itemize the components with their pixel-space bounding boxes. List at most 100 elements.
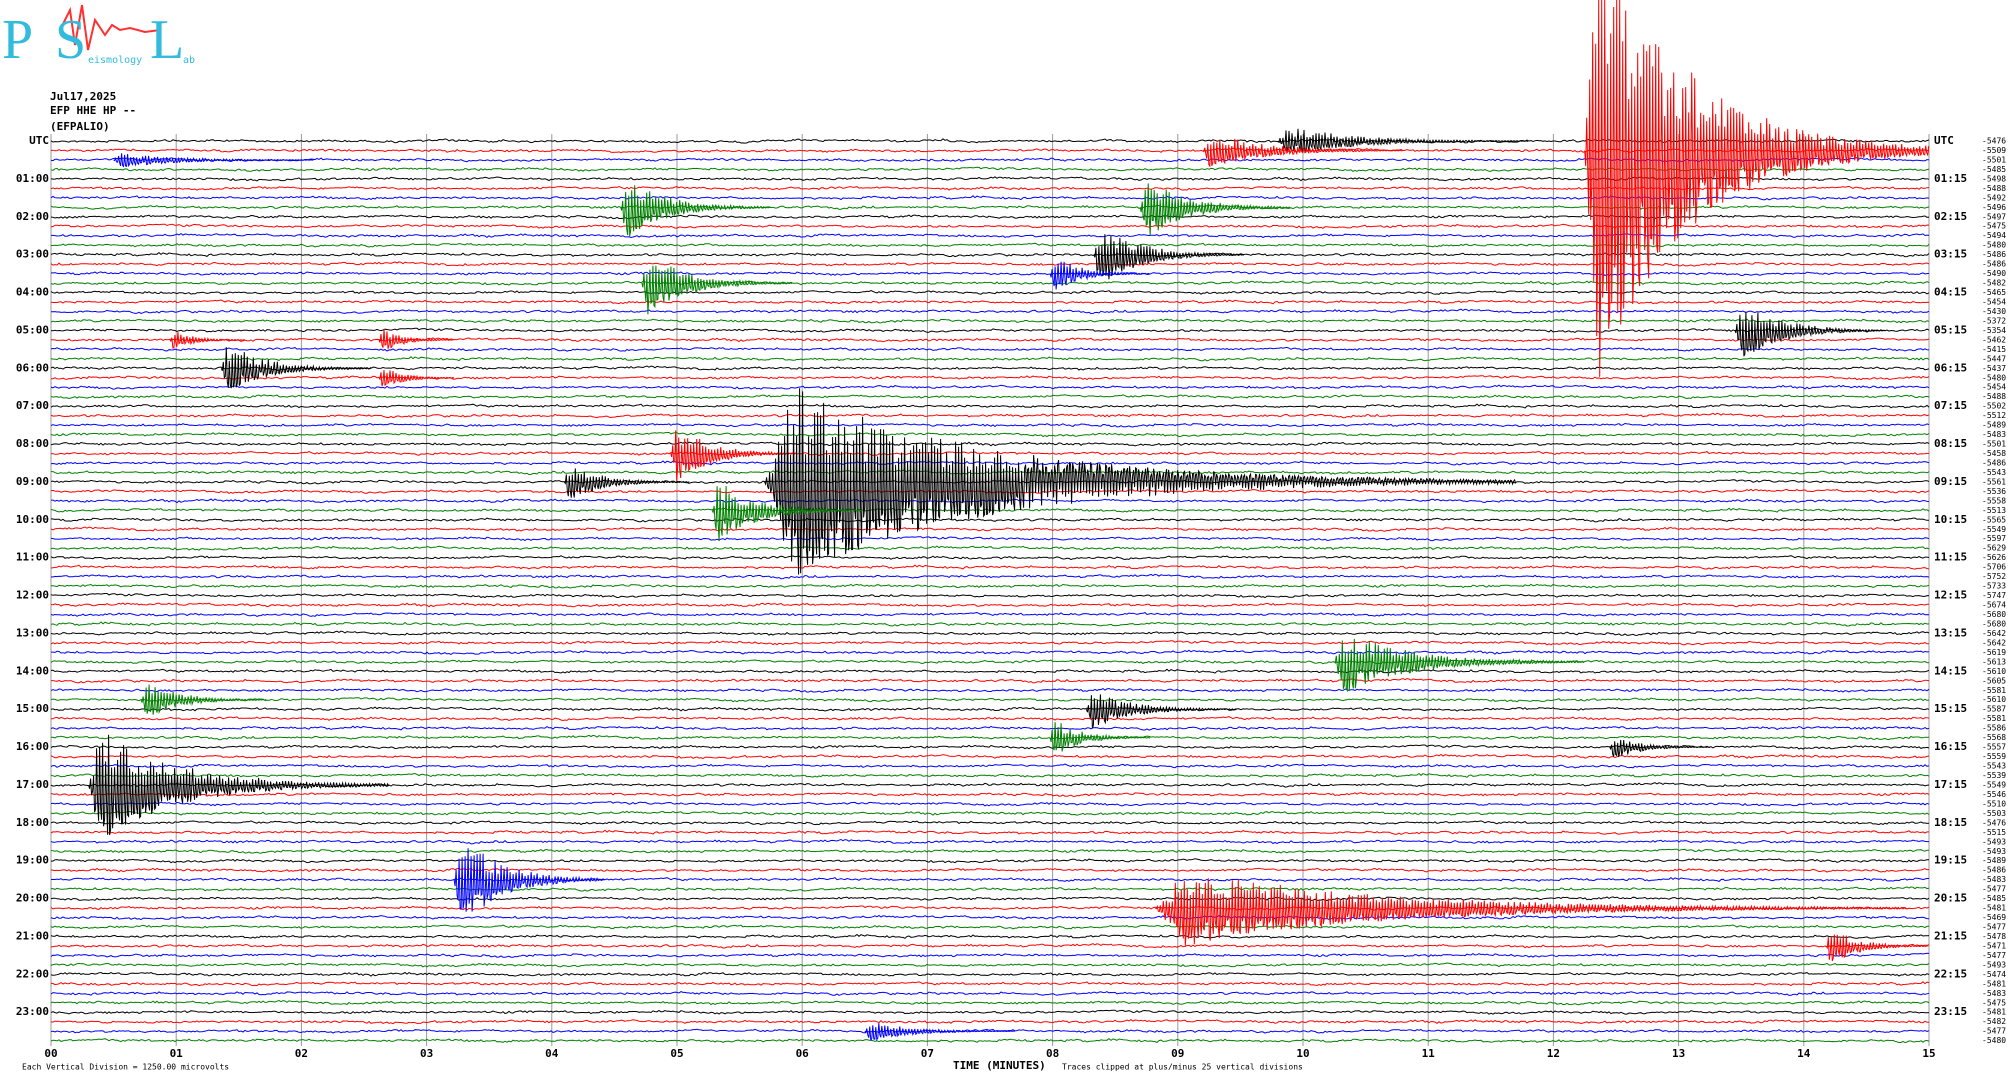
left-time-label: 07:00 xyxy=(16,399,49,412)
trace xyxy=(50,271,1930,277)
trace xyxy=(50,772,1930,778)
event-waveform xyxy=(864,1023,1015,1042)
row-value: -5549 xyxy=(1982,780,2006,789)
trace xyxy=(50,896,1930,902)
row-value: -5613 xyxy=(1982,657,2006,666)
trace xyxy=(50,432,1930,438)
right-time-label: 02:15 xyxy=(1934,210,1967,223)
row-value: -5471 xyxy=(1982,941,2006,950)
event-waveform xyxy=(113,153,314,168)
row-value: -5626 xyxy=(1982,553,2006,562)
trace xyxy=(50,991,1930,996)
row-value: -5493 xyxy=(1982,847,2006,856)
row-value: -5561 xyxy=(1982,477,2006,486)
trace xyxy=(50,526,1930,532)
row-value: -5642 xyxy=(1982,638,2006,647)
row-value: -5477 xyxy=(1982,1027,2006,1036)
left-time-label: 23:00 xyxy=(16,1005,49,1018)
trace xyxy=(50,744,1930,750)
trace xyxy=(50,668,1930,674)
left-time-label: 22:00 xyxy=(16,967,49,980)
right-time-label: 04:15 xyxy=(1934,286,1967,299)
event-waveform xyxy=(711,485,863,542)
row-value: -5509 xyxy=(1982,146,2006,155)
event-waveform xyxy=(641,265,793,315)
event-waveform xyxy=(1049,722,1151,752)
row-value: -5674 xyxy=(1982,601,2006,610)
row-value: -5733 xyxy=(1982,582,2006,591)
left-time-label: 18:00 xyxy=(16,816,49,829)
row-value: -5502 xyxy=(1982,402,2006,411)
trace xyxy=(50,611,1930,617)
row-value: -5478 xyxy=(1982,932,2006,941)
row-value: -5501 xyxy=(1982,155,2006,164)
row-value: -5597 xyxy=(1982,534,2006,543)
right-time-label: 06:15 xyxy=(1934,361,1967,374)
row-value: -5496 xyxy=(1982,203,2006,212)
trace xyxy=(50,394,1930,400)
right-time-label: 14:15 xyxy=(1934,664,1967,677)
clip-note: Traces clipped at plus/minus 25 vertical… xyxy=(1062,1063,1303,1072)
row-value: -5629 xyxy=(1982,544,2006,553)
row-value: -5492 xyxy=(1982,193,2006,202)
right-time-label: 01:15 xyxy=(1934,172,1967,185)
row-value: -5642 xyxy=(1982,629,2006,638)
event-waveform xyxy=(1085,694,1237,729)
trace xyxy=(51,308,1930,315)
left-time-label: 02:00 xyxy=(16,210,49,223)
row-value: -5610 xyxy=(1982,667,2006,676)
left-time-label: 05:00 xyxy=(16,323,49,336)
row-value: -5485 xyxy=(1982,894,2006,903)
row-value: -5476 xyxy=(1982,137,2006,146)
row-value: -5462 xyxy=(1982,335,2006,344)
right-time-label: 20:15 xyxy=(1934,892,1967,905)
event-waveform xyxy=(1609,739,1710,758)
row-value: -5486 xyxy=(1982,250,2006,259)
trace xyxy=(50,290,1930,295)
logo: P S L eismology ab xyxy=(2,4,195,71)
row-value: -5581 xyxy=(1982,686,2006,695)
logo-letter: S xyxy=(55,9,86,71)
x-tick-label: 08 xyxy=(1046,1047,1059,1060)
right-time-label: 10:15 xyxy=(1934,513,1967,526)
trace xyxy=(50,706,1930,712)
left-time-label: 14:00 xyxy=(16,664,49,677)
trace xyxy=(50,346,1930,352)
trace xyxy=(50,952,1930,958)
event-waveform xyxy=(378,370,455,387)
left-time-label: 09:00 xyxy=(16,475,49,488)
right-time-label: 07:15 xyxy=(1934,399,1967,412)
row-value: -5490 xyxy=(1982,269,2006,278)
right-time-label: 05:15 xyxy=(1934,323,1967,336)
trace xyxy=(50,999,1930,1006)
row-value: -5488 xyxy=(1982,184,2006,193)
row-value: -5543 xyxy=(1982,468,2006,477)
row-value: -5510 xyxy=(1982,799,2006,808)
row-value: -5476 xyxy=(1982,818,2006,827)
x-tick-label: 06 xyxy=(796,1047,810,1060)
trace xyxy=(50,403,1930,409)
trace xyxy=(50,725,1930,731)
trace xyxy=(50,602,1930,608)
row-value: -5680 xyxy=(1982,619,2006,628)
row-value: -5480 xyxy=(1982,241,2006,250)
right-time-label: 11:15 xyxy=(1934,551,1967,564)
row-value: -5477 xyxy=(1982,885,2006,894)
row-value: -5454 xyxy=(1982,383,2006,392)
row-value: -5501 xyxy=(1982,440,2006,449)
trace xyxy=(50,716,1930,722)
row-value: -5559 xyxy=(1982,752,2006,761)
trace xyxy=(50,261,1930,267)
left-time-label: 17:00 xyxy=(16,778,49,791)
row-value: -5498 xyxy=(1982,174,2006,183)
trace xyxy=(50,848,1930,854)
trace xyxy=(50,810,1930,816)
right-time-label: 03:15 xyxy=(1934,248,1967,261)
x-tick-label: 00 xyxy=(44,1047,57,1060)
row-value: -5605 xyxy=(1982,676,2006,685)
row-value: -5485 xyxy=(1982,165,2006,174)
row-value: -5557 xyxy=(1982,743,2006,752)
trace xyxy=(50,734,1930,741)
row-value: -5483 xyxy=(1982,430,2006,439)
x-tick-label: 12 xyxy=(1547,1047,1560,1060)
